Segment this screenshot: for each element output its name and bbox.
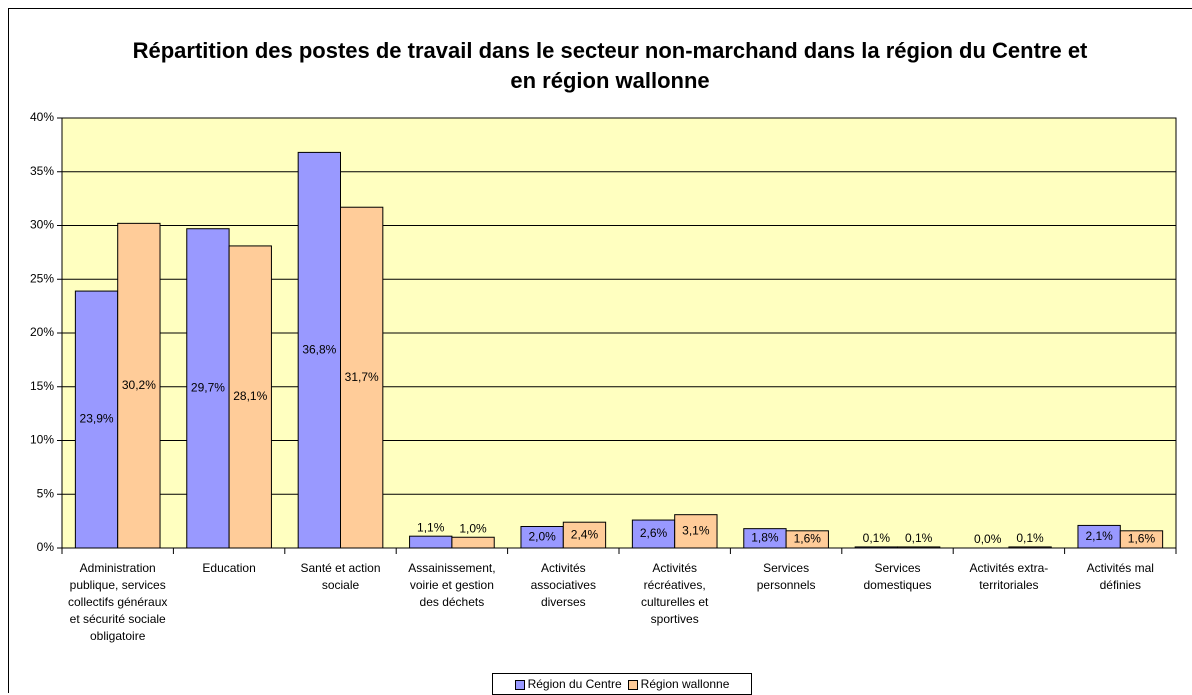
y-tick-label: 20% (30, 325, 54, 339)
data-label: 1,6% (794, 532, 822, 546)
legend-item: Région du Centre (515, 677, 622, 691)
x-tick-label: Education (177, 560, 281, 577)
x-tick-label: Services personnels (734, 560, 838, 594)
data-label: 28,1% (233, 389, 267, 403)
y-tick-label: 35% (30, 164, 54, 178)
x-tick-label: Administration publique, services collec… (66, 560, 170, 645)
x-tick-label: Activités associatives diverses (511, 560, 615, 611)
data-label: 23,9% (80, 412, 114, 426)
legend-swatch (515, 680, 525, 690)
data-label: 29,7% (191, 381, 225, 395)
x-tick-label: Activités extra-territoriales (957, 560, 1061, 594)
x-tick-label: Services domestiques (846, 560, 950, 594)
data-label: 2,4% (571, 527, 599, 541)
data-label: 2,1% (1085, 529, 1113, 543)
bar (410, 536, 452, 548)
data-label: 0,1% (905, 531, 933, 545)
legend-label: Région wallonne (641, 677, 730, 691)
data-label: 1,1% (417, 520, 445, 534)
data-label: 0,1% (863, 531, 891, 545)
data-label: 31,7% (345, 370, 379, 384)
x-tick-label: Activités récréatives, culturelles et sp… (623, 560, 727, 628)
y-tick-label: 15% (30, 379, 54, 393)
y-tick-label: 10% (30, 433, 54, 447)
x-tick-label: Activités mal définies (1068, 560, 1172, 594)
legend-swatch (628, 680, 638, 690)
chart-title: Répartition des postes de travail dans l… (130, 36, 1090, 96)
data-label: 0,1% (1016, 531, 1044, 545)
data-label: 1,0% (459, 521, 487, 535)
bar (452, 537, 494, 548)
data-label: 36,8% (302, 342, 336, 356)
y-tick-label: 0% (37, 540, 55, 554)
legend-item: Région wallonne (628, 677, 730, 691)
y-tick-label: 40% (30, 110, 54, 124)
data-label: 2,0% (528, 529, 556, 543)
legend: Région du Centre Région wallonne (492, 673, 752, 695)
legend-label: Région du Centre (528, 677, 622, 691)
data-label: 1,8% (751, 530, 779, 544)
data-label: 3,1% (682, 524, 710, 538)
y-tick-label: 5% (37, 486, 55, 500)
data-label: 30,2% (122, 378, 156, 392)
y-tick-label: 25% (30, 271, 54, 285)
data-label: 2,6% (640, 526, 668, 540)
x-tick-label: Santé et action sociale (289, 560, 393, 594)
x-tick-label: Assainissement, voirie et gestion des dé… (400, 560, 504, 611)
data-label: 1,6% (1128, 532, 1156, 546)
data-label: 0,0% (974, 532, 1002, 546)
y-tick-label: 30% (30, 218, 54, 232)
